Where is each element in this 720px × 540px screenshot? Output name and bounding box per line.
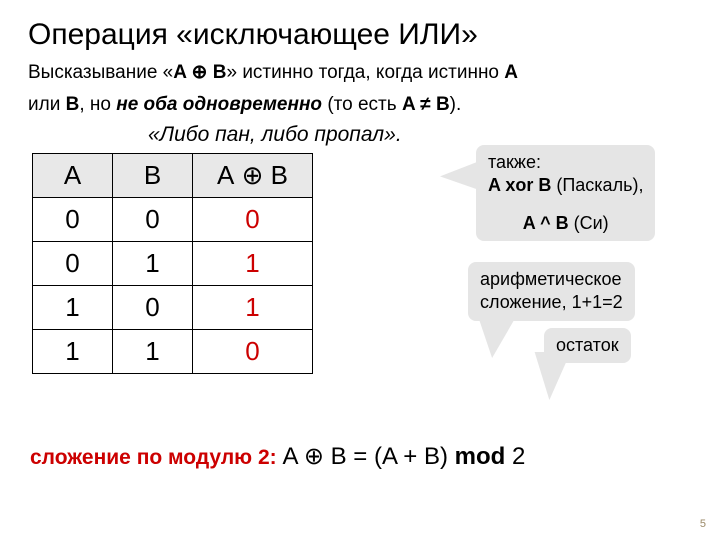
callout-remainder: остаток xyxy=(544,328,631,363)
callout-also: также: A xor B (Паскаль), A ^ B (Си) xyxy=(476,145,655,241)
table-row: 1 0 1 xyxy=(33,286,313,330)
table-header-a: A xyxy=(33,154,113,198)
table-row: 1 1 0 xyxy=(33,330,313,374)
table-header-row: A B А ⊕ В xyxy=(33,154,313,198)
description-line-2: или B, но не оба одновременно (то есть A… xyxy=(28,92,692,118)
modulo-formula: сложение по модулю 2: A ⊕ B = (A + B) mo… xyxy=(30,442,525,471)
table-header-b: B xyxy=(113,154,193,198)
table-row: 0 0 0 xyxy=(33,198,313,242)
table-header-xor: А ⊕ В xyxy=(193,154,313,198)
slide-title: Операция «исключающее ИЛИ» xyxy=(28,18,692,52)
truth-table: A B А ⊕ В 0 0 0 0 1 1 1 0 1 1 1 0 xyxy=(32,153,313,374)
description-line-1: Высказывание «A ⊕ B» истинно тогда, когд… xyxy=(28,60,692,86)
callout-arithmetic: арифметическое сложение, 1+1=2 xyxy=(468,262,635,321)
page-number: 5 xyxy=(700,518,706,530)
table-row: 0 1 1 xyxy=(33,242,313,286)
callout-tail xyxy=(440,162,478,197)
quote-text: «Либо пан, либо пропал». xyxy=(148,123,692,147)
